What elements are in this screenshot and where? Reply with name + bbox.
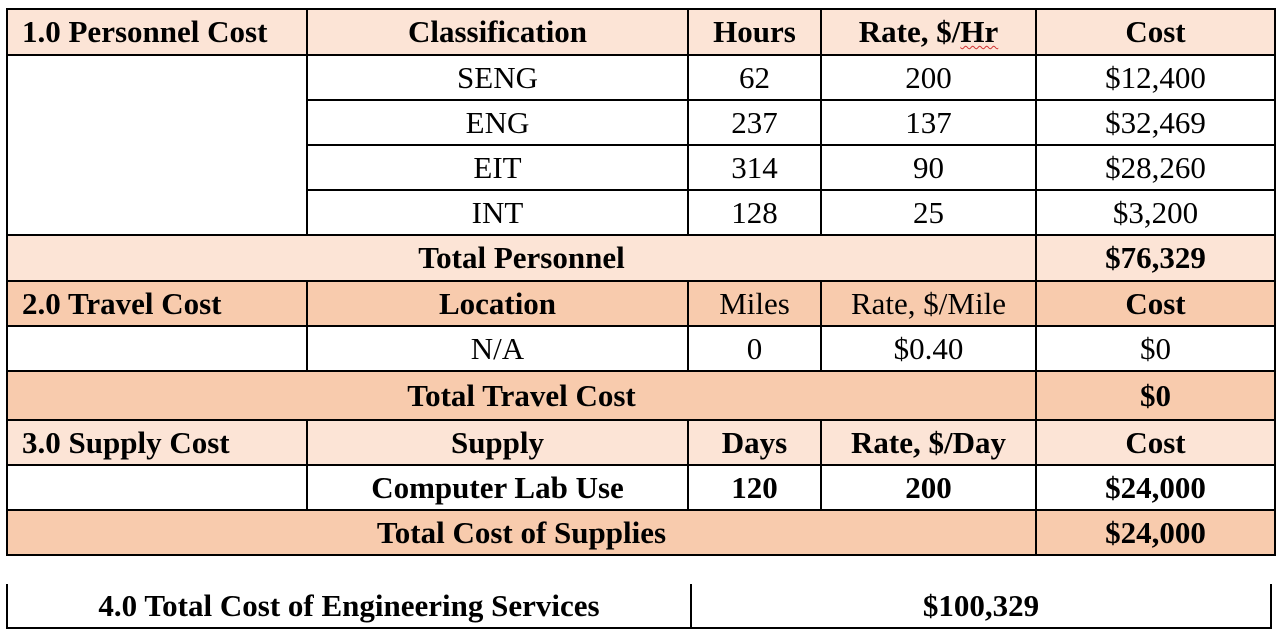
rate-cell: 90 <box>820 144 1037 191</box>
rate-cell: 25 <box>820 189 1037 236</box>
travel-blank-cell <box>6 325 308 372</box>
location-cell: N/A <box>306 325 689 372</box>
table-row: SENG 62 200 $12,400 <box>6 54 1276 236</box>
cost-cell: $12,400 <box>1035 54 1276 101</box>
personnel-blank-cell <box>6 54 308 236</box>
classification-cell: INT <box>306 189 689 236</box>
supply-blank-cell <box>6 464 308 511</box>
hours-cell: 237 <box>687 99 822 146</box>
header-days: Days <box>687 419 822 466</box>
supply-header-row: 3.0 Supply Cost Supply Days Rate, $/Day … <box>6 419 1276 466</box>
header-classification: Classification <box>306 8 689 56</box>
travel-section-label: 2.0 Travel Cost <box>6 280 308 327</box>
personnel-total-label: Total Personnel <box>6 234 1037 282</box>
travel-total-value: $0 <box>1035 370 1276 421</box>
grand-total-label: 4.0 Total Cost of Engineering Services <box>6 584 692 629</box>
classification-cell: EIT <box>306 144 689 191</box>
grand-total-row: 4.0 Total Cost of Engineering Services $… <box>6 584 1272 629</box>
table-row: N/A 0 $0.40 $0 <box>6 325 1276 372</box>
table-row: ENG 237 137 $32,469 <box>7 99 1276 146</box>
personnel-total-value: $76,329 <box>1035 234 1276 282</box>
header-location: Location <box>306 280 689 327</box>
supply-section-label: 3.0 Supply Cost <box>6 419 308 466</box>
travel-total-row: Total Travel Cost $0 <box>6 370 1276 421</box>
hours-cell: 314 <box>687 144 822 191</box>
rate-cell: 200 <box>820 54 1037 101</box>
header-cost: Cost <box>1035 280 1276 327</box>
classification-cell: SENG <box>306 54 689 101</box>
header-hours: Hours <box>687 8 822 56</box>
header-rate-hr: Rate, $/Hr <box>820 8 1037 56</box>
personnel-total-row: Total Personnel $76,329 <box>6 234 1276 282</box>
header-rate-day: Rate, $/Day <box>820 419 1037 466</box>
header-cost: Cost <box>1035 8 1276 56</box>
supply-total-value: $24,000 <box>1035 509 1276 556</box>
personnel-header-row: 1.0 Personnel Cost Classification Hours … <box>6 8 1276 56</box>
supply-cell: Computer Lab Use <box>306 464 689 511</box>
rate-cell: 200 <box>820 464 1037 511</box>
hours-cell: 62 <box>687 54 822 101</box>
supply-total-label: Total Cost of Supplies <box>6 509 1037 556</box>
cost-cell: $32,469 <box>1035 99 1276 146</box>
grand-total-value: $100,329 <box>690 584 1272 629</box>
cost-cell: $24,000 <box>1035 464 1276 511</box>
header-cost: Cost <box>1035 419 1276 466</box>
hours-cell: 128 <box>687 189 822 236</box>
engineering-cost-table: 1.0 Personnel Cost Classification Hours … <box>6 8 1276 556</box>
rate-cell: 137 <box>820 99 1037 146</box>
cost-cell: $0 <box>1035 325 1276 372</box>
travel-header-row: 2.0 Travel Cost Location Miles Rate, $/M… <box>6 280 1276 327</box>
header-miles: Miles <box>687 280 822 327</box>
cost-cell: $3,200 <box>1035 189 1276 236</box>
days-cell: 120 <box>687 464 822 511</box>
rate-cell: $0.40 <box>820 325 1037 372</box>
travel-total-label: Total Travel Cost <box>6 370 1037 421</box>
table-row: Computer Lab Use 120 200 $24,000 <box>6 464 1276 511</box>
grand-total-table: 4.0 Total Cost of Engineering Services $… <box>6 584 1272 629</box>
header-rate-unit: Hr <box>960 14 999 49</box>
header-supply: Supply <box>306 419 689 466</box>
header-rate-mile: Rate, $/Mile <box>820 280 1037 327</box>
classification-cell: ENG <box>306 99 689 146</box>
table-row: EIT 314 90 $28,260 <box>7 144 1276 191</box>
table-row: INT 128 25 $3,200 <box>7 189 1276 236</box>
personnel-section-label: 1.0 Personnel Cost <box>6 8 308 56</box>
supply-total-row: Total Cost of Supplies $24,000 <box>6 509 1276 556</box>
miles-cell: 0 <box>687 325 822 372</box>
header-rate-prefix: Rate, $/ <box>858 14 961 49</box>
cost-cell: $28,260 <box>1035 144 1276 191</box>
